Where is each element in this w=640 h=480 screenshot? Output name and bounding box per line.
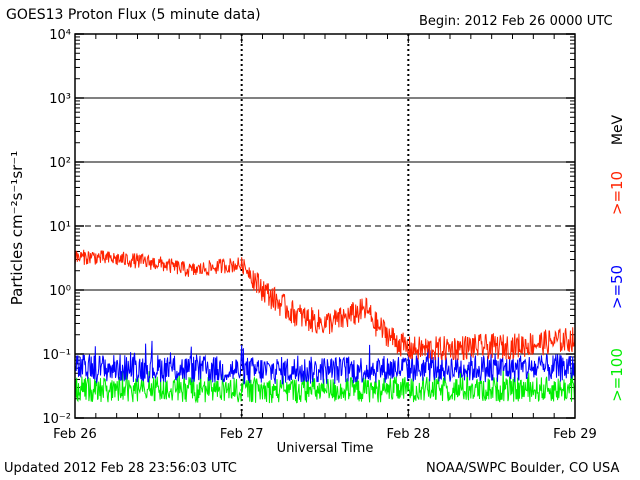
series-line-ge10 xyxy=(74,249,576,361)
y-tick-labels: 10⁻² 10⁻¹ 10⁰ 10¹ 10² 10³ 10⁴ xyxy=(42,28,71,427)
x-tick-label: Feb 28 xyxy=(386,427,430,442)
credit-text: NOAA/SWPC Boulder, CO USA xyxy=(426,461,620,476)
y-tick-label: 10³ xyxy=(49,92,71,107)
legend-ge10: >=10 xyxy=(608,171,626,215)
series-line-ge50 xyxy=(74,340,576,385)
legend-ge100: >=100 xyxy=(608,348,626,402)
x-axis-label: Universal Time xyxy=(277,441,374,456)
begin-time: Begin: 2012 Feb 26 0000 UTC xyxy=(419,14,613,29)
x-tick-label: Feb 29 xyxy=(553,427,597,442)
chart-title: GOES13 Proton Flux (5 minute data) xyxy=(6,7,261,23)
series-line-ge100 xyxy=(74,368,576,404)
y-tick-label: 10⁰ xyxy=(49,284,71,299)
plot-frame xyxy=(74,33,576,419)
updated-timestamp: Updated 2012 Feb 28 23:56:03 UTC xyxy=(4,461,237,476)
y-tick-label: 10² xyxy=(49,156,71,171)
x-tick-label: Feb 27 xyxy=(220,427,264,442)
y-axis-label: Particles cm⁻²s⁻¹sr⁻¹ xyxy=(8,151,26,305)
x-tick-labels: Feb 26 Feb 27 Feb 28 Feb 29 xyxy=(53,427,597,442)
legend-ge50: >=50 xyxy=(608,265,626,309)
y-tick-label: 10¹ xyxy=(49,220,71,235)
y-tick-label: 10⁻¹ xyxy=(42,348,71,363)
y-tick-label: 10⁻² xyxy=(42,412,71,427)
y-tick-label: 10⁴ xyxy=(49,28,71,43)
series-layer xyxy=(74,249,576,404)
x-tick-label: Feb 26 xyxy=(53,427,97,442)
legend-unit: MeV xyxy=(610,114,626,145)
